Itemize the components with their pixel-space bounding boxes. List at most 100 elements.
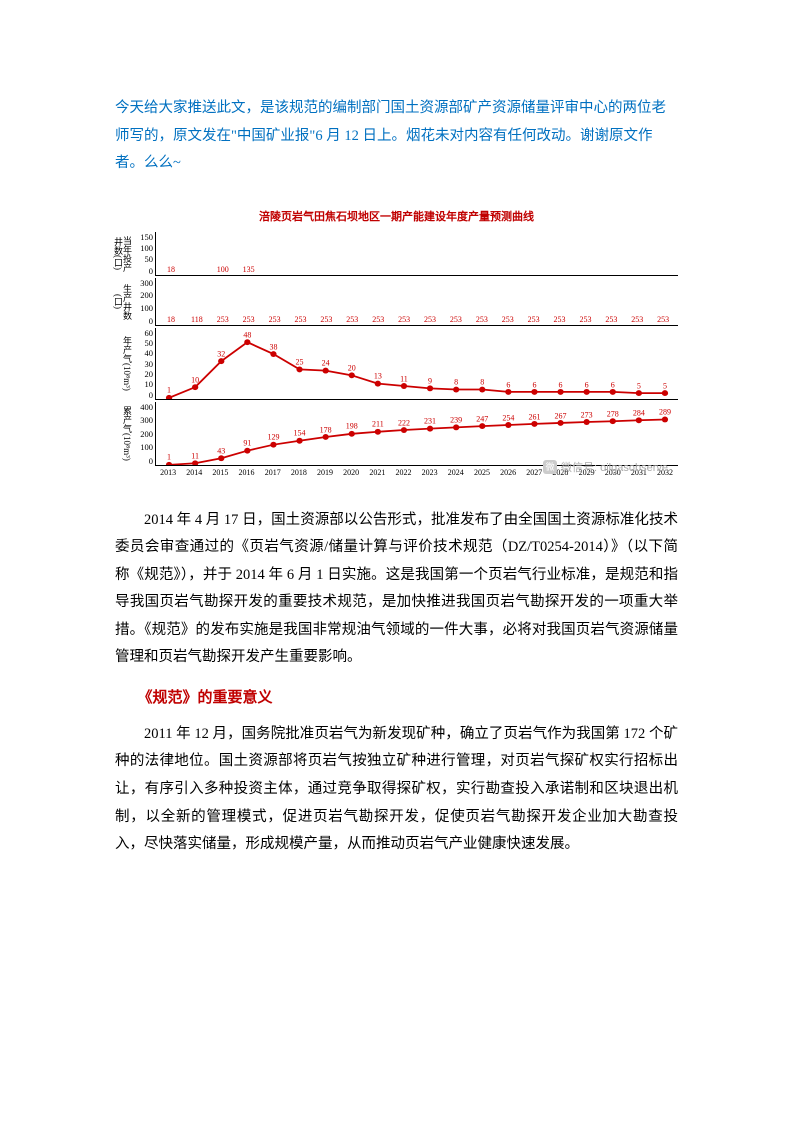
point-value-label: 48	[243, 330, 251, 339]
point-value-label: 267	[555, 411, 567, 420]
point-value-label: 38	[269, 342, 277, 351]
point-value-label: 5	[663, 381, 667, 390]
y-axis-label: 当年投产井数(口)	[115, 232, 131, 276]
y-axis-ticks: 150100500	[131, 232, 155, 276]
plot-area: 18 118 253 253 253 253 253 253 253 253 253 253 253 25…	[155, 278, 678, 326]
point-value-label: 261	[528, 412, 540, 421]
point-value-label: 6	[585, 380, 589, 389]
bar-value-label: 253	[450, 315, 462, 324]
point-value-label: 8	[480, 377, 484, 386]
body-paragraph-1: 2014 年 4 月 17 日，国土资源部以公告形式，批准发布了由全国国土资源标…	[115, 507, 678, 672]
x-axis-year: 2023	[417, 468, 443, 477]
point-value-label: 198	[346, 422, 358, 431]
bar-value-label: 253	[528, 315, 540, 324]
point-value-label: 8	[454, 377, 458, 386]
point-value-label: 129	[267, 433, 279, 442]
bar-value-label: 100	[217, 265, 229, 274]
watermark-text: 微信号: oilgasobserve	[561, 459, 668, 475]
bar-value-label: 253	[372, 315, 384, 324]
y-axis-ticks: 4003002001000	[131, 402, 155, 466]
point-value-label: 11	[400, 374, 408, 383]
bar-value-label: 253	[346, 315, 358, 324]
x-axis-year: 2017	[260, 468, 286, 477]
point-value-label: 247	[476, 414, 488, 423]
panel2: 生产井数(口)3002001000 18 118 253 253 253 253 253 253…	[115, 278, 678, 326]
plot-area: 1 10 32 48 38 25 24 20 13 11 9 8 8 6 6 6 6 6 5 5	[155, 328, 678, 400]
panel4: 累产气(10⁸m³)400300200100011143911291541781…	[115, 402, 678, 466]
bar-value-label: 18	[167, 265, 175, 274]
y-axis-ticks: 6050403020100	[131, 328, 155, 400]
point-value-label: 11	[191, 451, 199, 460]
forecast-chart: 涪陵页岩气田焦石坝地区一期产能建设年度产量预测曲线 当年投产井数(口)15010…	[115, 208, 678, 477]
point-value-label: 239	[450, 415, 462, 424]
point-value-label: 91	[243, 439, 251, 448]
point-value-label: 278	[607, 409, 619, 418]
point-value-label: 211	[372, 420, 384, 429]
y-axis-label: 生产井数(口)	[115, 278, 131, 326]
point-value-label: 9	[428, 376, 432, 385]
point-value-label: 231	[424, 417, 436, 426]
point-value-label: 6	[611, 380, 615, 389]
point-value-label: 6	[532, 380, 536, 389]
bar-value-label: 253	[579, 315, 591, 324]
body-paragraph-2: 2011 年 12 月，国务院批准页岩气为新发现矿种，确立了页岩气作为我国第 1…	[115, 721, 678, 859]
point-value-label: 222	[398, 418, 410, 427]
plot-area: 1114391129154178198211222231239247254261…	[155, 402, 678, 466]
bar-value-label: 253	[424, 315, 436, 324]
bar-value-label: 18	[167, 315, 175, 324]
point-value-label: 254	[502, 413, 514, 422]
x-axis-year: 2013	[155, 468, 181, 477]
point-value-label: 20	[348, 363, 356, 372]
x-axis-year: 2016	[233, 468, 259, 477]
bar-value-label: 253	[398, 315, 410, 324]
x-axis-year: 2026	[495, 468, 521, 477]
point-value-label: 289	[659, 407, 671, 416]
bar-value-label: 253	[554, 315, 566, 324]
watermark: 微 微信号: oilgasobserve	[543, 459, 668, 475]
x-axis-year: 2014	[181, 468, 207, 477]
bar-value-label: 253	[631, 315, 643, 324]
x-axis-year: 2018	[286, 468, 312, 477]
point-value-label: 1	[167, 453, 171, 462]
bar-value-label: 253	[502, 315, 514, 324]
intro-paragraph: 今天给大家推送此文，是该规范的编制部门国土资源部矿产资源储量评审中心的两位老师写…	[115, 95, 678, 178]
x-axis-year: 2020	[338, 468, 364, 477]
point-value-label: 24	[322, 359, 330, 368]
x-axis-year: 2022	[390, 468, 416, 477]
point-value-label: 6	[506, 380, 510, 389]
point-value-label: 1	[167, 386, 171, 395]
bar-value-label: 253	[320, 315, 332, 324]
point-value-label: 5	[637, 381, 641, 390]
point-value-label: 284	[633, 408, 645, 417]
point-value-label: 13	[374, 372, 382, 381]
y-axis-label: 年产气(10⁸m³)	[115, 336, 131, 391]
bar-value-label: 253	[243, 315, 255, 324]
point-value-label: 43	[217, 446, 225, 455]
x-axis-year: 2025	[469, 468, 495, 477]
bar-value-label: 253	[269, 315, 281, 324]
point-value-label: 178	[320, 425, 332, 434]
point-value-label: 32	[217, 349, 225, 358]
section-heading: 《规范》的重要意义	[115, 686, 678, 707]
panel3: 年产气(10⁸m³)6050403020100 1 10 32 48 38 25 24 20 13…	[115, 328, 678, 400]
panel1: 当年投产井数(口)150100500 18 100 135	[115, 232, 678, 276]
bar-value-label: 118	[191, 315, 203, 324]
x-axis-year: 2015	[207, 468, 233, 477]
point-value-label: 6	[559, 380, 563, 389]
point-value-label: 10	[191, 375, 199, 384]
x-axis-year: 2024	[443, 468, 469, 477]
bar-value-label: 253	[476, 315, 488, 324]
bar-value-label: 253	[294, 315, 306, 324]
wechat-icon: 微	[543, 460, 557, 474]
bar-value-label: 253	[605, 315, 617, 324]
y-axis-ticks: 3002001000	[131, 278, 155, 326]
plot-area: 18 100 135	[155, 232, 678, 276]
point-value-label: 154	[294, 429, 306, 438]
chart-title: 涪陵页岩气田焦石坝地区一期产能建设年度产量预测曲线	[115, 208, 678, 224]
bar-value-label: 135	[243, 265, 255, 274]
bar-value-label: 253	[657, 315, 669, 324]
x-axis-year: 2021	[364, 468, 390, 477]
point-value-label: 25	[296, 357, 304, 366]
x-axis-year: 2019	[312, 468, 338, 477]
y-axis-label: 累产气(10⁸m³)	[115, 406, 131, 461]
